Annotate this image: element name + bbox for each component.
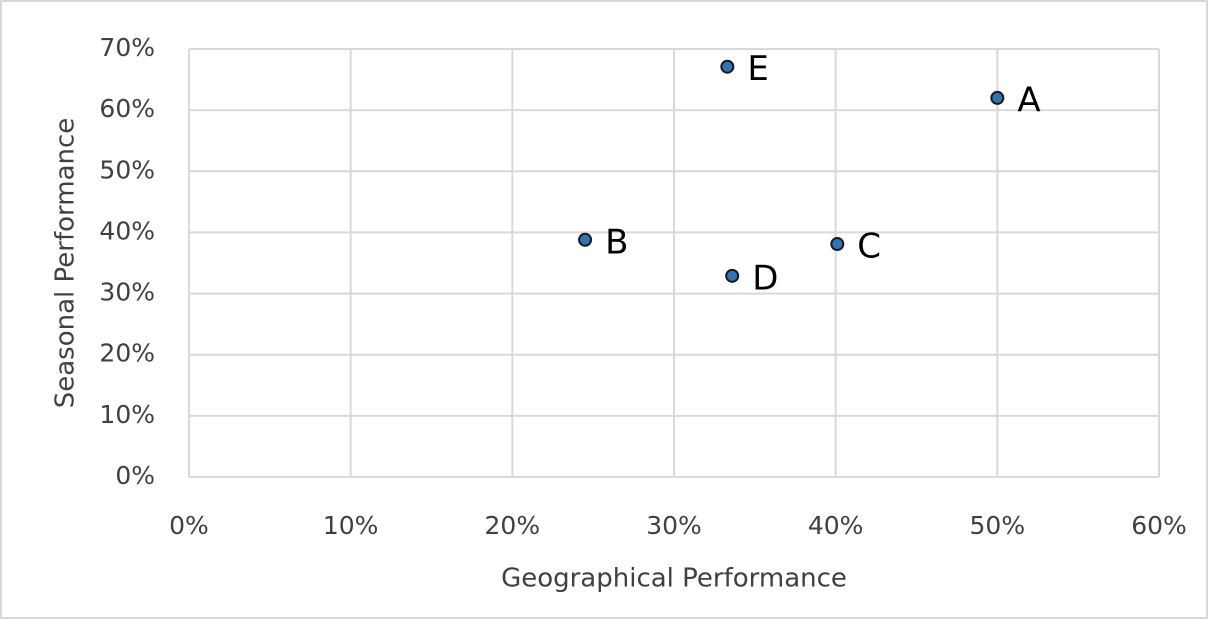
y-tick-label: 30% bbox=[99, 278, 155, 307]
x-tick-label: 20% bbox=[485, 511, 541, 540]
point bbox=[578, 232, 593, 247]
y-tick-label: 70% bbox=[99, 33, 155, 62]
point bbox=[830, 237, 845, 252]
x-tick-label: 30% bbox=[646, 511, 702, 540]
point-label: A bbox=[1017, 80, 1040, 120]
x-tick-label: 50% bbox=[970, 511, 1026, 540]
point-label: E bbox=[747, 49, 768, 89]
y-tick-label: 40% bbox=[99, 216, 155, 245]
x-tick-label: 10% bbox=[323, 511, 379, 540]
x-tick-label: 60% bbox=[1131, 511, 1187, 540]
point-label: B bbox=[605, 222, 628, 262]
y-tick-label: 10% bbox=[99, 400, 155, 429]
y-tick-label: 20% bbox=[99, 339, 155, 368]
point bbox=[720, 59, 735, 74]
point bbox=[990, 90, 1005, 105]
point-label: C bbox=[857, 227, 881, 267]
point-label: D bbox=[752, 258, 778, 298]
y-axis-title: Seasonal Performance bbox=[51, 118, 81, 409]
point bbox=[725, 268, 740, 283]
x-axis-title: Geographical Performance bbox=[501, 564, 847, 594]
y-tick-label: 50% bbox=[99, 155, 155, 184]
y-tick-label: 60% bbox=[99, 94, 155, 123]
x-tick-label: 40% bbox=[808, 511, 864, 540]
y-tick-label: 0% bbox=[115, 461, 155, 490]
x-tick-label: 0% bbox=[169, 511, 209, 540]
